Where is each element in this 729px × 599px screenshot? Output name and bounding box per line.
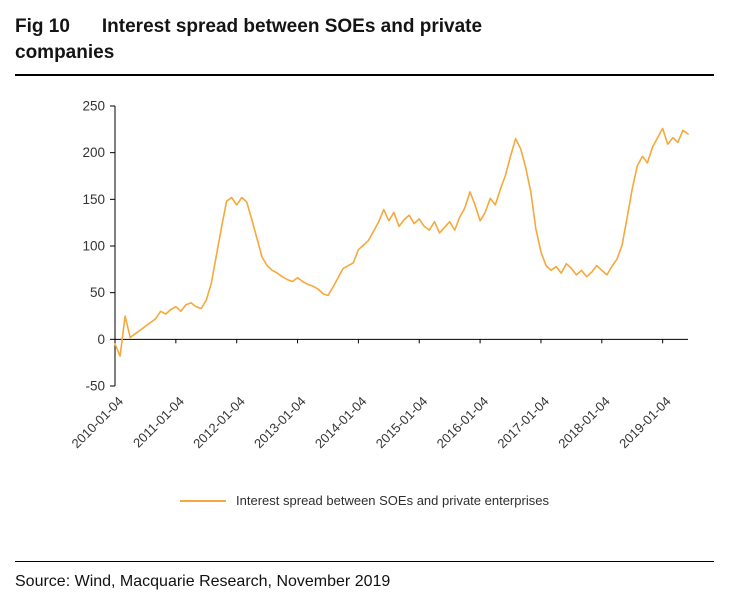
y-tick-label: 50 bbox=[90, 285, 105, 300]
x-tick-label: 2012-01-04 bbox=[190, 394, 248, 452]
x-tick-label: 2018-01-04 bbox=[555, 394, 613, 452]
x-tick-label: 2015-01-04 bbox=[373, 394, 431, 452]
figure-title-line2: companies bbox=[15, 41, 115, 63]
y-tick-label: -50 bbox=[85, 379, 105, 394]
y-tick-label: 250 bbox=[82, 99, 105, 114]
x-tick-label: 2016-01-04 bbox=[434, 394, 492, 452]
legend-line-swatch bbox=[180, 499, 227, 502]
x-tick-label: 2013-01-04 bbox=[251, 394, 309, 452]
y-tick-label: 100 bbox=[82, 239, 105, 254]
x-tick-label: 2014-01-04 bbox=[312, 394, 370, 452]
y-tick-label: 200 bbox=[82, 145, 105, 160]
x-tick-label: 2010-01-04 bbox=[68, 394, 126, 452]
figure-title-line1: Interest spread between SOEs and private bbox=[101, 16, 483, 37]
y-tick-label: 0 bbox=[97, 332, 105, 347]
x-tick-label: 2011-01-04 bbox=[130, 394, 187, 451]
series-line bbox=[114, 127, 689, 358]
y-tick-label: 150 bbox=[82, 192, 105, 207]
figure-number: Fig 10 bbox=[15, 16, 70, 37]
legend-label: Interest spread between SOEs and private… bbox=[236, 493, 549, 509]
figure-header: Fig 10 Interest spread between SOEs and p… bbox=[15, 14, 714, 77]
legend: Interest spread between SOEs and private… bbox=[15, 493, 714, 508]
x-tick-label: 2017-01-04 bbox=[494, 394, 552, 452]
source-note: Source: Wind, Macquarie Research, Novemb… bbox=[15, 561, 714, 591]
chart-area: 250 200 150 100 50 0 -50 2010-01-04 2011-01-04 20… bbox=[15, 90, 714, 467]
figure-title: Fig 10 Interest spread between SOEs and p… bbox=[15, 14, 714, 65]
x-tick-label: 2019-01-04 bbox=[616, 394, 674, 452]
